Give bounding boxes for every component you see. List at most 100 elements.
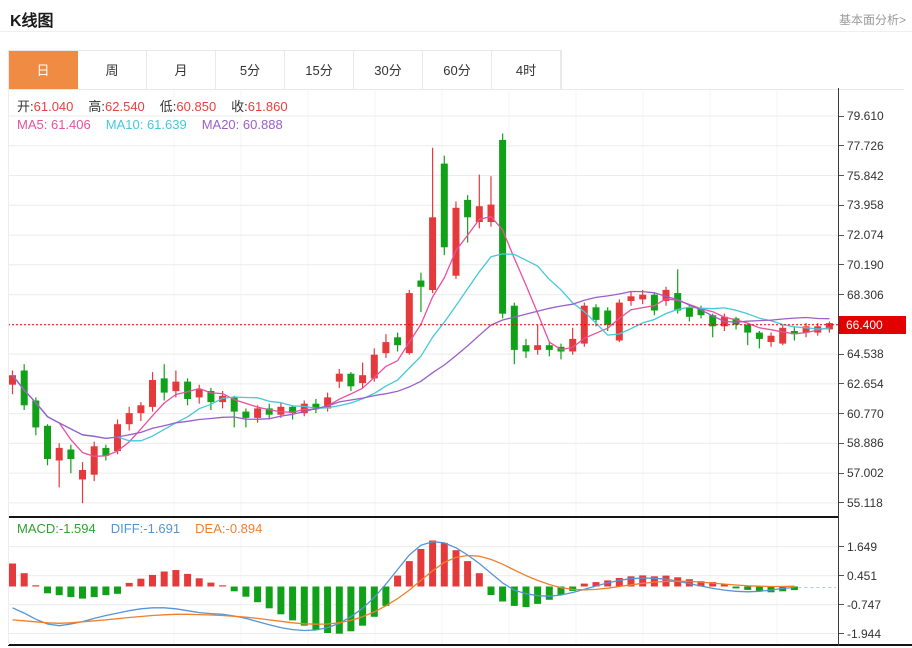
macd-chart: [8, 518, 838, 644]
macd-axis-label: 1.649: [847, 539, 878, 554]
candle: [195, 389, 203, 398]
candle: [254, 408, 262, 418]
macd-bar: [265, 586, 273, 609]
macd-bar: [487, 586, 495, 595]
macd-bar: [557, 586, 565, 595]
macd-bar: [382, 586, 390, 606]
wicks-layer: [11, 133, 831, 504]
candle: [464, 199, 472, 218]
y-axis-label: 57.002: [847, 466, 884, 481]
macd-bar: [79, 586, 86, 599]
y-axis-label: 75.842: [847, 168, 884, 183]
y-axis-label: 60.770: [847, 406, 884, 421]
macd-bar: [580, 583, 588, 587]
macd-bar: [545, 586, 553, 600]
macd-bar: [510, 586, 518, 606]
candle: [335, 373, 343, 382]
macd-bar: [149, 574, 156, 587]
macd-bar: [277, 586, 285, 615]
macd-bar: [32, 585, 40, 587]
macd-axis-tick: [839, 604, 844, 606]
macd-axis-label: -1.944: [847, 626, 882, 641]
macd-bar: [499, 586, 507, 602]
macd-bar: [137, 578, 145, 587]
y-axis-tick: [839, 264, 844, 266]
tab-month[interactable]: 月: [147, 51, 216, 90]
macd-bar: [429, 540, 437, 587]
macd-bar: [195, 578, 203, 587]
tab-15min[interactable]: 15分: [285, 51, 354, 90]
fundamental-analysis-link[interactable]: 基本面分析>: [838, 13, 906, 27]
macd-bar: [685, 579, 693, 587]
tab-day[interactable]: 日: [9, 51, 78, 90]
candle: [802, 326, 810, 333]
y-axis-label: 79.610: [847, 109, 884, 123]
macd-bar: [709, 582, 717, 587]
close-value: 61.860: [247, 99, 288, 114]
candle: [207, 391, 215, 403]
dea-label: DEA:: [195, 521, 226, 536]
macd-bar: [324, 586, 332, 633]
ma10-line: [11, 253, 830, 442]
y-axis-tick: [839, 294, 844, 296]
candle: [510, 305, 518, 350]
y-axis-label: 77.726: [847, 138, 884, 153]
y-axis-tick: [839, 383, 844, 385]
candle: [452, 207, 460, 276]
y-axis-tick: [839, 204, 844, 206]
tab-60min[interactable]: 60分: [423, 51, 492, 90]
macd-axis-tick: [839, 575, 844, 577]
macd-bar: [20, 573, 28, 587]
candle: [394, 337, 402, 346]
macd-bar: [755, 586, 763, 592]
tab-week[interactable]: 周: [78, 51, 147, 90]
macd-bars-layer: [9, 540, 798, 634]
macd-bar: [242, 586, 250, 597]
candle: [790, 331, 798, 335]
candle: [324, 397, 332, 409]
y-axis-tick: [839, 175, 844, 177]
macd-bar: [569, 586, 577, 591]
ma-readout: MA5: 61.406 MA10: 61.639 MA20: 60.888: [17, 117, 283, 132]
low-label: 低:: [159, 99, 177, 114]
macd-bar: [44, 586, 51, 594]
ohlc-readout: 开:61.040 高:62.540 低:60.850 收:61.860: [17, 96, 288, 115]
macd-label: MACD:: [17, 521, 59, 536]
macd-bar: [370, 586, 378, 617]
candle: [90, 446, 98, 475]
tab-5min[interactable]: 5分: [216, 51, 285, 90]
candle: [79, 470, 86, 480]
candle: [767, 335, 775, 342]
candle: [744, 324, 752, 333]
y-axis-label: 73.958: [847, 198, 884, 213]
candle: [102, 447, 110, 456]
candle: [650, 294, 658, 311]
ma20-label: MA20:: [201, 117, 240, 132]
candle: [639, 294, 647, 300]
macd-bar: [440, 542, 448, 587]
macd-bar: [335, 586, 343, 634]
candle: [475, 206, 483, 222]
y-axis-tick: [839, 472, 844, 474]
candle: [417, 280, 425, 287]
macd-value: -1.594: [58, 521, 96, 536]
candle: [184, 381, 192, 399]
candle: [172, 381, 180, 392]
candle: [522, 345, 530, 352]
candle: [779, 327, 787, 344]
macd-bar: [219, 585, 227, 587]
tab-4hour[interactable]: 4时: [492, 51, 561, 90]
ma5-line: [11, 215, 830, 458]
y-axis-line: [838, 88, 839, 646]
candle: [825, 323, 833, 330]
candle: [405, 293, 413, 354]
candle: [604, 310, 612, 325]
macd-bar: [90, 586, 98, 598]
macd-bar: [639, 575, 647, 587]
macd-bar: [592, 582, 600, 587]
macd-bar: [732, 586, 740, 589]
macd-axis-label: -0.747: [847, 597, 882, 612]
y-axis-tick: [839, 353, 844, 355]
tab-30min[interactable]: 30分: [354, 51, 423, 90]
